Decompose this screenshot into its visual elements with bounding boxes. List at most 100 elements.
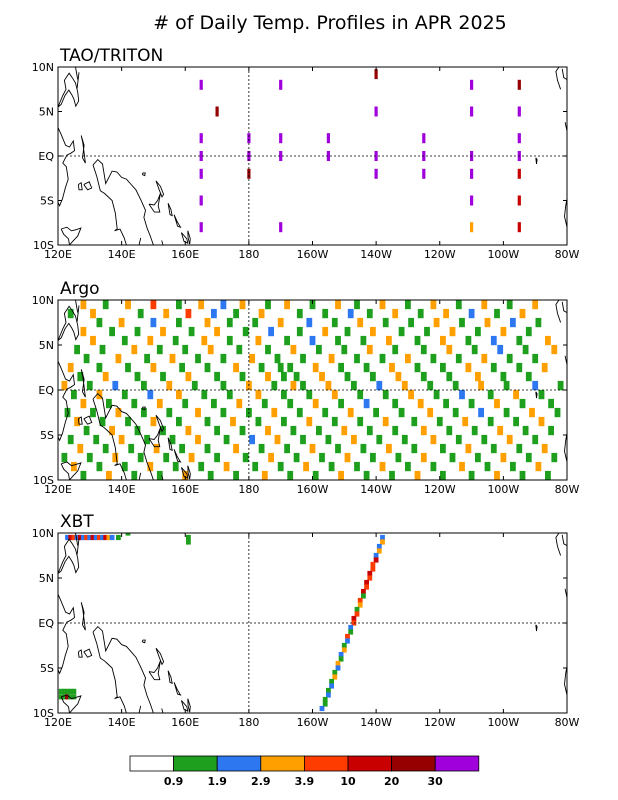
data-cell: [185, 308, 192, 319]
data-cell: [147, 461, 154, 472]
data-cell: [430, 461, 437, 472]
data-cell: [312, 470, 319, 480]
x-tick-label: 180: [238, 483, 259, 496]
coastline: [142, 639, 146, 644]
data-cell: [87, 534, 93, 541]
data-cell: [551, 452, 558, 463]
data-cell: [220, 300, 227, 310]
x-tick-label: 160W: [297, 248, 329, 261]
data-cell: [252, 461, 259, 472]
data-cell: [106, 398, 112, 409]
data-cell: [357, 317, 364, 328]
data-cell: [443, 398, 449, 409]
colorbar-label: 2.9: [251, 775, 271, 788]
data-cell: [58, 688, 64, 694]
data-cell: [535, 317, 542, 328]
data-cell: [517, 133, 521, 144]
data-cell: [481, 300, 488, 310]
y-tick-label: 5S: [40, 195, 54, 208]
data-cell: [535, 461, 542, 472]
data-cell: [112, 452, 119, 463]
data-cell: [449, 326, 456, 337]
colorbar-label: 1.9: [207, 775, 227, 788]
data-cell: [109, 326, 115, 337]
x-tick-label: 160W: [297, 716, 329, 729]
data-cell: [376, 548, 382, 554]
data-cell: [296, 326, 303, 337]
data-cell: [395, 371, 402, 382]
data-cell: [331, 389, 338, 400]
x-tick-label: 120E: [44, 483, 72, 496]
data-cell: [484, 461, 491, 472]
data-cell: [516, 362, 523, 373]
data-cell: [470, 195, 474, 206]
data-cell: [74, 534, 80, 541]
y-tick-label: 5N: [39, 572, 54, 585]
data-cell: [338, 362, 344, 373]
data-cell: [226, 335, 233, 346]
plot-area: [58, 300, 567, 480]
coastline: [58, 538, 80, 574]
data-cell: [414, 335, 421, 346]
data-cell: [172, 461, 179, 472]
data-cell: [370, 371, 376, 382]
data-cell: [290, 380, 297, 391]
x-tick-label: 80W: [555, 716, 580, 729]
data-cell: [214, 452, 220, 463]
coastline: [58, 594, 75, 675]
data-cell: [77, 443, 84, 454]
data-cell: [290, 425, 297, 436]
data-cell: [121, 461, 128, 472]
data-cell: [370, 326, 376, 337]
coastline: [83, 648, 93, 658]
data-cell: [172, 335, 179, 346]
x-tick-label: 100W: [487, 483, 519, 496]
data-cell: [424, 326, 430, 337]
colorbar-label: 3.9: [295, 775, 315, 788]
data-cell: [150, 416, 157, 427]
data-cell: [379, 300, 386, 310]
data-cell: [347, 308, 354, 319]
coastline: [555, 300, 562, 323]
panel-title-xbt: XBT: [60, 512, 94, 532]
coastline: [161, 475, 164, 480]
data-cell: [376, 434, 383, 445]
data-cell: [284, 443, 290, 454]
coastline: [58, 305, 80, 341]
data-cell: [335, 443, 341, 454]
data-cell: [62, 694, 67, 700]
coastline: [167, 670, 173, 685]
data-cell: [417, 398, 424, 409]
data-cell: [471, 425, 478, 436]
x-tick-label: 80W: [555, 483, 580, 496]
data-cell: [64, 407, 71, 418]
data-cell: [296, 308, 303, 319]
data-cell: [255, 335, 262, 346]
data-cell: [354, 606, 360, 613]
coastline: [167, 437, 173, 452]
coastline: [58, 72, 80, 108]
data-cell: [510, 317, 516, 328]
coastline: [155, 414, 165, 433]
data-cell: [341, 344, 348, 355]
data-cell: [420, 452, 427, 463]
data-cell: [258, 443, 265, 454]
coastline: [187, 698, 191, 713]
data-cell: [370, 566, 376, 572]
data-cell: [125, 300, 131, 310]
data-cell: [420, 371, 427, 382]
data-cell: [300, 380, 306, 391]
data-cell: [344, 371, 351, 382]
data-cell: [131, 470, 138, 480]
data-cell: [548, 425, 554, 436]
data-cell: [554, 407, 561, 418]
data-cell: [303, 461, 309, 472]
data-cell: [67, 308, 74, 319]
data-cell: [497, 425, 504, 436]
data-cell: [345, 638, 350, 644]
data-cell: [494, 398, 500, 409]
data-cell: [519, 470, 526, 480]
data-cell: [370, 561, 376, 568]
data-cell: [338, 398, 344, 409]
data-cell: [475, 326, 481, 337]
